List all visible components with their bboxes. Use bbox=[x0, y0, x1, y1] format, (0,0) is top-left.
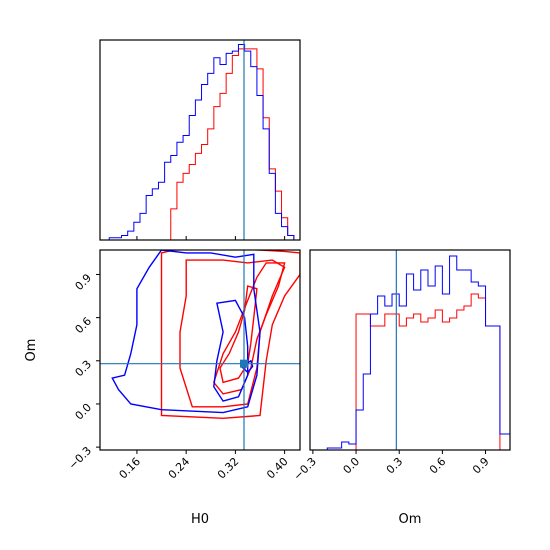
om-y-tick-label: 0.0 bbox=[73, 401, 95, 423]
om-x-tick-label: 0.3 bbox=[384, 455, 406, 477]
h0-tick-label: 0.40 bbox=[264, 455, 291, 482]
xlabel-om: Om bbox=[399, 512, 422, 527]
hist-om-frame bbox=[309, 249, 511, 451]
h0-tick-label: 0.16 bbox=[117, 455, 144, 482]
hist-h0-frame bbox=[99, 39, 301, 241]
om-y-tick-label: 0.6 bbox=[73, 315, 95, 337]
om-x-tick-label: 0.0 bbox=[341, 455, 363, 477]
ylabel-om: Om bbox=[24, 339, 39, 362]
hist-om-panel: −0.3 0.0 0.3 0.6 0.9 bbox=[291, 249, 511, 483]
hist-h0-series-a bbox=[109, 48, 295, 240]
hist-om-series-a bbox=[327, 293, 510, 450]
hist-h0-panel bbox=[99, 39, 301, 241]
om-y-tick-label: −0.3 bbox=[66, 444, 94, 472]
hist-om-series-b bbox=[326, 255, 510, 450]
contour-frame bbox=[99, 249, 301, 451]
om-x-tick-label: 0.6 bbox=[427, 455, 449, 477]
h0-tick-label: 0.32 bbox=[215, 455, 242, 482]
contour-series-a-0 bbox=[160, 250, 300, 420]
om-x-tick-label: −0.3 bbox=[291, 455, 319, 483]
contour-series-a-1 bbox=[179, 259, 286, 408]
om-y-tick-label: 0.9 bbox=[73, 271, 95, 293]
h0-tick-label: 0.24 bbox=[166, 455, 193, 482]
xlabel-h0: H0 bbox=[191, 512, 209, 527]
truth-marker bbox=[240, 359, 248, 368]
om-x-tick-label: 0.9 bbox=[470, 455, 492, 477]
contour-series-a-2 bbox=[213, 262, 286, 395]
contour-h0-om-panel: 0.16 0.24 0.32 0.40 −0.3 0.0 0.3 0.6 0.9 bbox=[66, 249, 301, 482]
contour-series-b-0 bbox=[111, 250, 261, 414]
contour-series-a-3 bbox=[219, 285, 258, 384]
contour-series-b-1 bbox=[213, 299, 249, 402]
hist-h0-series-b bbox=[108, 43, 295, 240]
om-y-tick-label: 0.3 bbox=[73, 358, 95, 380]
